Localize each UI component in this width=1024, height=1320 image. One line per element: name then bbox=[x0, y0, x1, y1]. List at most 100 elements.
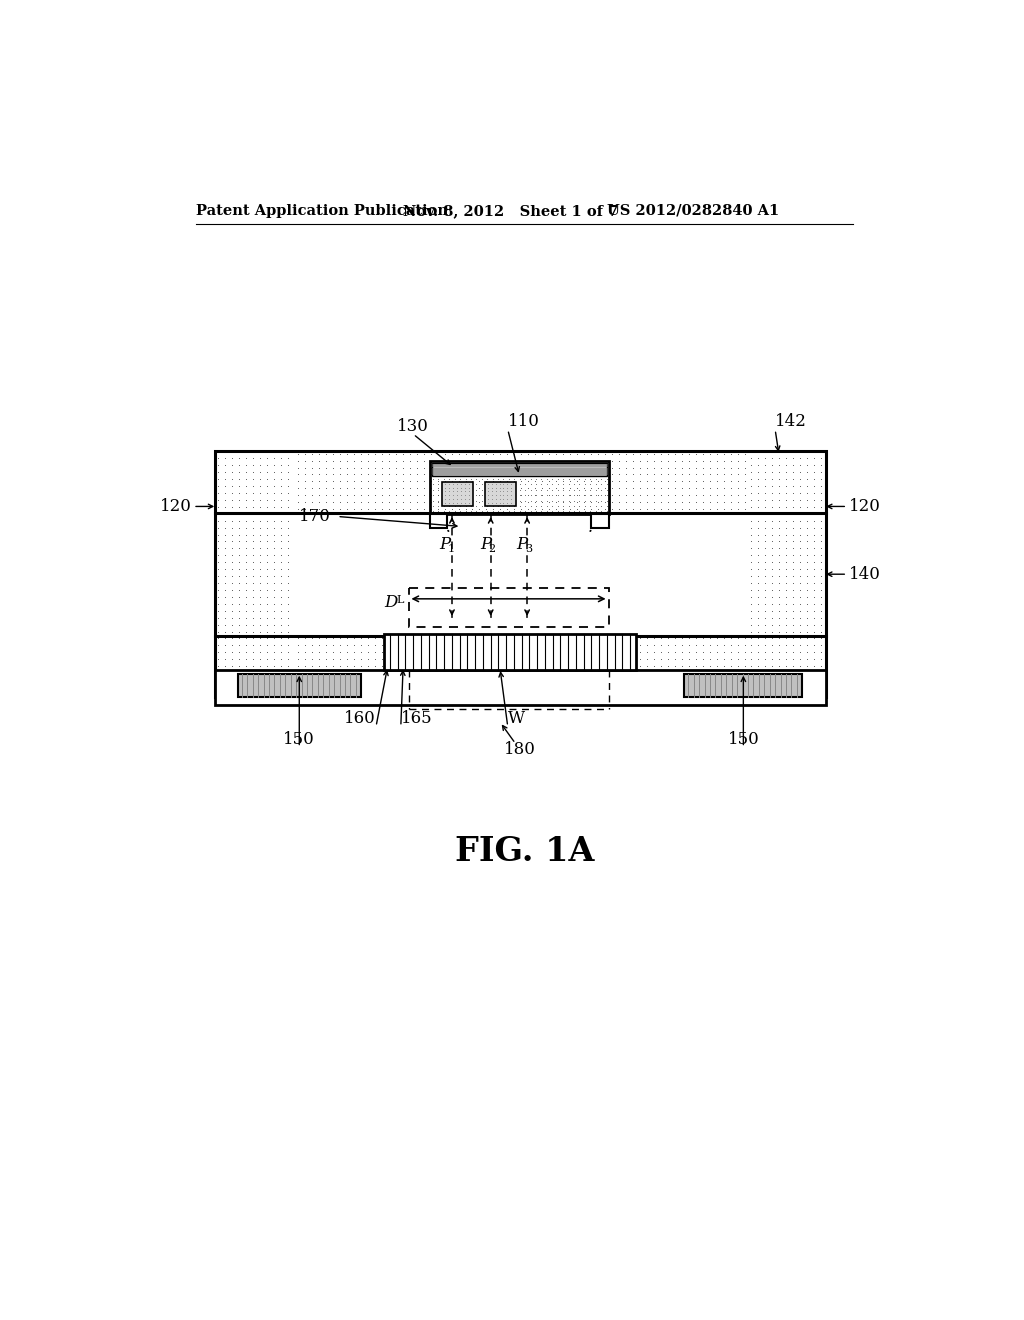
Point bbox=[436, 463, 453, 484]
Point bbox=[681, 635, 697, 656]
Point bbox=[604, 499, 621, 520]
Point bbox=[785, 656, 802, 677]
Point bbox=[339, 478, 355, 499]
Point bbox=[771, 648, 787, 669]
Point bbox=[231, 628, 248, 649]
Point bbox=[387, 463, 403, 484]
Point bbox=[359, 444, 376, 465]
Point bbox=[569, 457, 586, 478]
Point bbox=[520, 450, 537, 471]
Point bbox=[346, 478, 362, 499]
Point bbox=[381, 676, 397, 697]
Point bbox=[652, 635, 669, 656]
Point bbox=[245, 490, 261, 511]
Point bbox=[535, 499, 551, 520]
Point bbox=[577, 495, 593, 516]
Point bbox=[517, 458, 534, 479]
Point bbox=[639, 635, 655, 656]
Point bbox=[464, 684, 480, 705]
Point bbox=[778, 454, 795, 475]
Point bbox=[513, 676, 529, 697]
Point bbox=[778, 441, 795, 462]
Point bbox=[325, 642, 341, 663]
Point bbox=[425, 469, 441, 490]
Text: 110: 110 bbox=[508, 413, 540, 430]
Point bbox=[604, 663, 621, 684]
Point bbox=[478, 457, 495, 478]
Point bbox=[245, 447, 261, 469]
Point bbox=[575, 642, 592, 663]
Point bbox=[517, 490, 534, 511]
Point bbox=[639, 463, 655, 484]
Point bbox=[272, 684, 289, 705]
Point bbox=[764, 607, 780, 628]
Point bbox=[409, 669, 425, 690]
Point bbox=[461, 488, 477, 510]
Point bbox=[387, 669, 403, 690]
Point bbox=[252, 503, 268, 524]
Point bbox=[566, 469, 583, 490]
Point bbox=[471, 499, 487, 520]
Point bbox=[217, 531, 233, 552]
Point bbox=[352, 635, 369, 656]
Point bbox=[245, 684, 261, 705]
Point bbox=[441, 490, 458, 511]
Point bbox=[806, 531, 822, 552]
Point bbox=[217, 537, 233, 558]
Point bbox=[423, 684, 439, 705]
Point bbox=[534, 500, 550, 521]
Point bbox=[437, 477, 454, 498]
Point bbox=[492, 484, 508, 506]
Point bbox=[562, 628, 579, 649]
Point bbox=[501, 484, 517, 506]
Point bbox=[231, 490, 248, 511]
Point bbox=[245, 454, 261, 475]
Point bbox=[771, 454, 787, 475]
Point bbox=[444, 477, 461, 498]
Point bbox=[437, 484, 454, 506]
Point bbox=[478, 676, 495, 697]
Point bbox=[290, 491, 306, 512]
Point bbox=[224, 642, 241, 663]
Point bbox=[259, 462, 275, 483]
Point bbox=[534, 458, 550, 479]
Point bbox=[332, 635, 348, 656]
Point bbox=[743, 642, 760, 663]
Point bbox=[639, 484, 655, 506]
Point bbox=[764, 441, 780, 462]
Point bbox=[461, 484, 477, 506]
Point bbox=[451, 635, 467, 656]
Point bbox=[771, 601, 787, 622]
Point bbox=[443, 444, 460, 465]
Point bbox=[590, 484, 606, 506]
Point bbox=[217, 635, 233, 656]
Point bbox=[436, 684, 453, 705]
Point bbox=[778, 642, 795, 663]
Point bbox=[367, 457, 383, 478]
Point bbox=[757, 469, 773, 490]
Point bbox=[604, 676, 621, 697]
Point bbox=[729, 471, 745, 492]
Point bbox=[764, 531, 780, 552]
Point bbox=[764, 475, 780, 496]
Point bbox=[583, 676, 599, 697]
Point bbox=[479, 479, 496, 500]
Text: 3: 3 bbox=[524, 544, 531, 554]
Point bbox=[751, 607, 767, 628]
Point bbox=[751, 447, 767, 469]
Point bbox=[778, 565, 795, 586]
Point bbox=[716, 684, 732, 705]
Point bbox=[674, 642, 690, 663]
Point bbox=[813, 614, 829, 635]
Point bbox=[217, 579, 233, 601]
Point bbox=[506, 628, 522, 649]
Point bbox=[453, 484, 469, 506]
Point bbox=[238, 635, 254, 656]
Point bbox=[534, 490, 550, 511]
Point bbox=[317, 491, 334, 512]
Point bbox=[259, 601, 275, 622]
Point bbox=[764, 545, 780, 566]
Point bbox=[813, 648, 829, 669]
Point bbox=[231, 441, 248, 462]
Point bbox=[785, 496, 802, 517]
